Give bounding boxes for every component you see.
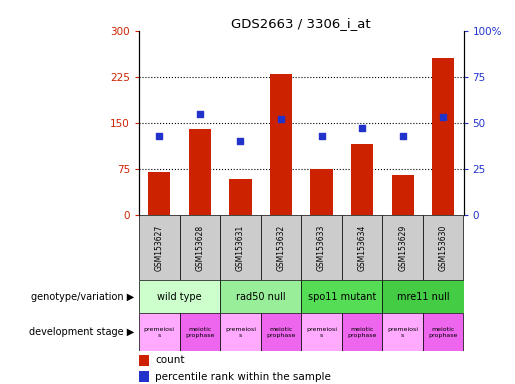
Bar xyxy=(382,313,423,351)
Point xyxy=(358,125,366,131)
Point xyxy=(399,133,407,139)
Point xyxy=(317,133,325,139)
Text: wild type: wild type xyxy=(157,291,202,302)
Text: GSM153628: GSM153628 xyxy=(195,225,204,271)
Bar xyxy=(220,313,261,351)
Bar xyxy=(342,215,382,280)
Point xyxy=(155,133,163,139)
Bar xyxy=(180,313,220,351)
Bar xyxy=(342,313,382,351)
Bar xyxy=(311,169,333,215)
Text: mre11 null: mre11 null xyxy=(397,291,449,302)
Bar xyxy=(382,215,423,280)
Bar xyxy=(351,144,373,215)
Text: meiotic
prophase: meiotic prophase xyxy=(266,327,296,338)
Point xyxy=(277,116,285,122)
Bar xyxy=(423,215,464,280)
Bar xyxy=(301,280,382,313)
Bar xyxy=(261,215,301,280)
Text: genotype/variation ▶: genotype/variation ▶ xyxy=(31,291,134,302)
Text: GSM153629: GSM153629 xyxy=(398,225,407,271)
Bar xyxy=(139,280,220,313)
Text: meiotic
prophase: meiotic prophase xyxy=(185,327,215,338)
Bar xyxy=(382,280,464,313)
Bar xyxy=(391,175,414,215)
Text: GSM153632: GSM153632 xyxy=(277,225,285,271)
Text: premeiosi
s: premeiosi s xyxy=(144,327,175,338)
Text: meiotic
prophase: meiotic prophase xyxy=(348,327,377,338)
Bar xyxy=(423,313,464,351)
Title: GDS2663 / 3306_i_at: GDS2663 / 3306_i_at xyxy=(231,17,371,30)
Text: GSM153633: GSM153633 xyxy=(317,225,326,271)
Point xyxy=(196,111,204,117)
Text: spo11 mutant: spo11 mutant xyxy=(307,291,376,302)
Text: GSM153630: GSM153630 xyxy=(439,225,448,271)
Bar xyxy=(220,215,261,280)
Bar xyxy=(261,313,301,351)
Text: premeiosi
s: premeiosi s xyxy=(225,327,256,338)
Text: GSM153631: GSM153631 xyxy=(236,225,245,271)
Bar xyxy=(139,355,149,366)
Text: meiotic
prophase: meiotic prophase xyxy=(428,327,458,338)
Bar xyxy=(432,58,454,215)
Bar xyxy=(139,313,180,351)
Text: premeiosi
s: premeiosi s xyxy=(387,327,418,338)
Bar xyxy=(220,280,301,313)
Bar xyxy=(301,313,342,351)
Text: count: count xyxy=(156,356,185,366)
Point xyxy=(236,138,245,144)
Bar xyxy=(188,129,211,215)
Text: GSM153627: GSM153627 xyxy=(155,225,164,271)
Bar xyxy=(148,172,170,215)
Text: development stage ▶: development stage ▶ xyxy=(29,327,134,337)
Bar xyxy=(139,215,180,280)
Bar xyxy=(139,371,149,382)
Bar xyxy=(270,74,292,215)
Bar xyxy=(229,179,252,215)
Text: percentile rank within the sample: percentile rank within the sample xyxy=(156,372,331,382)
Point xyxy=(439,114,448,121)
Bar xyxy=(301,215,342,280)
Bar xyxy=(180,215,220,280)
Text: GSM153634: GSM153634 xyxy=(357,225,367,271)
Text: rad50 null: rad50 null xyxy=(236,291,285,302)
Text: premeiosi
s: premeiosi s xyxy=(306,327,337,338)
